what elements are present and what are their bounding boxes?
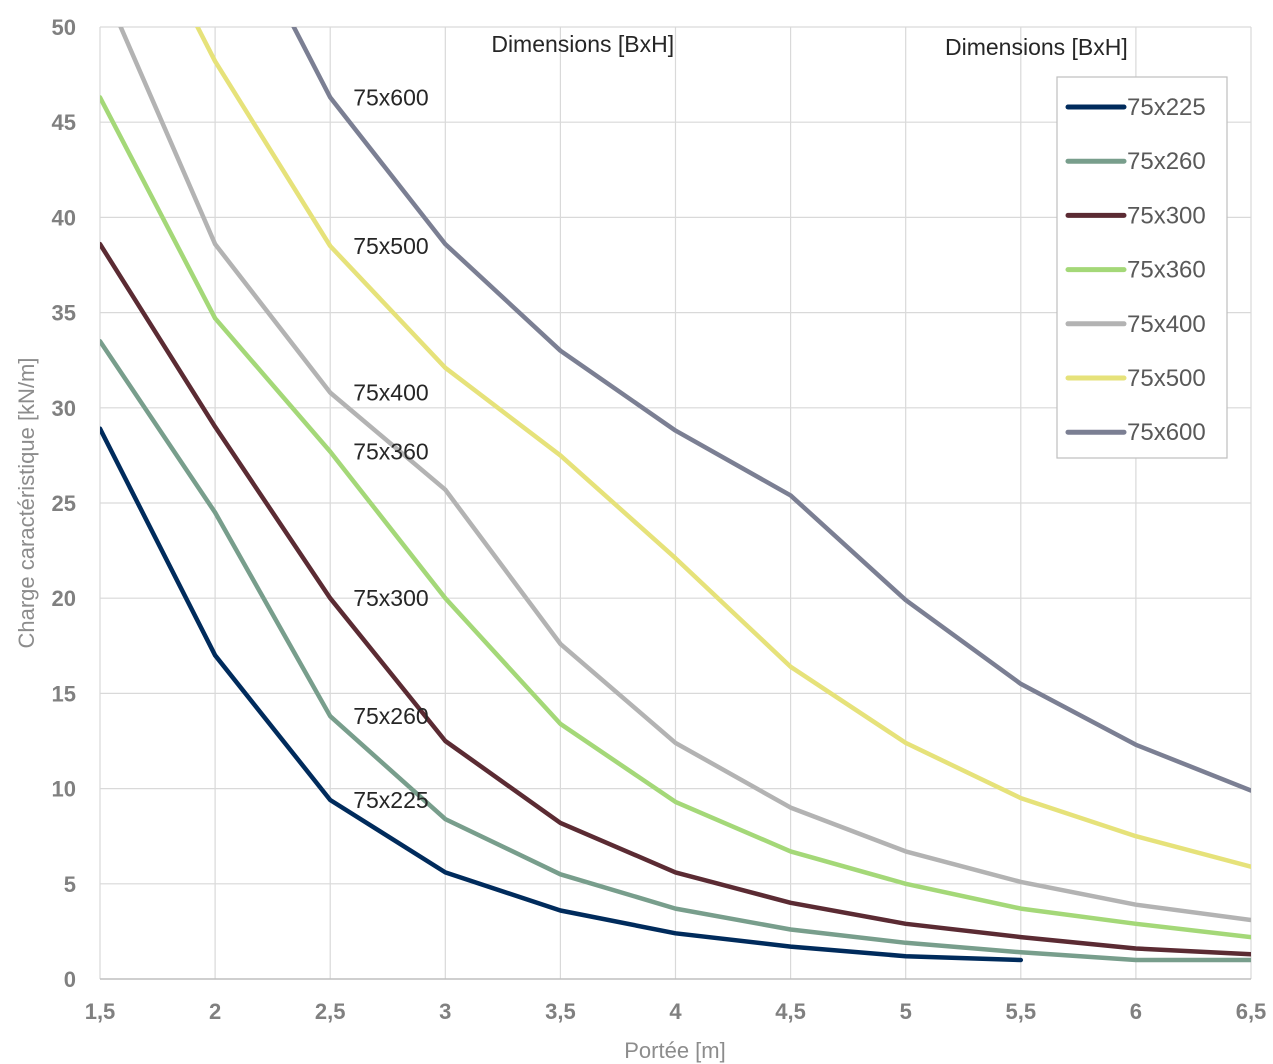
- series-line-75x360: [100, 95, 1251, 940]
- legend-label: 75x300: [1127, 202, 1206, 229]
- legend-items: 75x225 75x260 75x300 75x360 75x400 75x500 75x6…: [1065, 94, 1206, 446]
- x-tick-label: 6,5: [1236, 999, 1267, 1024]
- series-line-75x300: [100, 241, 1251, 957]
- x-tick-label: 2: [209, 999, 221, 1024]
- legend-title: Dimensions [BxH]: [945, 34, 1128, 60]
- annotation-label: 75x400: [353, 380, 428, 406]
- x-tick-label: 2,5: [315, 999, 346, 1024]
- legend-label: 75x360: [1127, 257, 1206, 284]
- y-tick-label: 20: [52, 586, 76, 611]
- x-tick-label: 3: [439, 999, 451, 1024]
- y-tick-label: 50: [52, 15, 76, 40]
- y-tick-label: 35: [52, 301, 76, 326]
- annotation-label: 75x260: [353, 703, 428, 729]
- legend-label: 75x600: [1127, 419, 1206, 446]
- series-line-75x225: [100, 426, 1024, 963]
- series-lines: [100, 27, 1251, 963]
- y-tick-label: 5: [64, 872, 76, 897]
- series-line-75x400: [118, 27, 1251, 923]
- legend: Dimensions [BxH] 75x225 75x260 75x300 75x36…: [945, 34, 1228, 459]
- legend-label: 75x400: [1127, 311, 1206, 338]
- series-line-75x260: [100, 338, 1251, 963]
- series-line-75x500: [195, 27, 1251, 869]
- x-tick-label: 4,5: [775, 999, 806, 1024]
- x-tick-label: 6: [1130, 999, 1142, 1024]
- annotation-label: Dimensions [BxH]: [491, 31, 674, 57]
- annotation-label: 75x360: [353, 439, 428, 465]
- x-tick-labels: 1,5 2 2,5 3 3,5 4 4,5 5 5,5 6 6,5: [85, 999, 1267, 1024]
- x-tick-label: 5,5: [1006, 999, 1037, 1024]
- y-tick-label: 40: [52, 205, 76, 230]
- legend-label: 75x500: [1127, 365, 1206, 392]
- y-tick-labels: 0 5 10 15 20 25 30 35 40 45 50: [52, 15, 76, 992]
- x-tick-label: 4: [669, 999, 682, 1024]
- annotation-label: 75x225: [353, 787, 428, 813]
- y-tick-label: 30: [52, 396, 76, 421]
- legend-label: 75x225: [1127, 94, 1206, 121]
- annotation-label: 75x300: [353, 585, 428, 611]
- series-line-75x600: [291, 27, 1251, 793]
- grid: [99, 26, 1252, 979]
- x-axis-title: Portée [m]: [624, 1038, 725, 1063]
- x-tick-label: 3,5: [545, 999, 576, 1024]
- x-tick-label: 5: [900, 999, 912, 1024]
- y-tick-label: 10: [52, 777, 76, 802]
- x-tick-label: 1,5: [85, 999, 116, 1024]
- y-axis-title: Charge caractéristique [kN/m]: [14, 358, 39, 649]
- annotation-label: 75x500: [353, 233, 428, 259]
- y-tick-label: 25: [52, 491, 76, 516]
- y-tick-label: 0: [64, 967, 76, 992]
- annotation-label: 75x600: [353, 84, 428, 110]
- y-tick-label: 15: [52, 681, 76, 706]
- annotations: Dimensions [BxH] 75x600 75x500 75x400 75x360…: [353, 31, 674, 813]
- y-tick-label: 45: [52, 110, 76, 135]
- legend-label: 75x260: [1127, 148, 1206, 175]
